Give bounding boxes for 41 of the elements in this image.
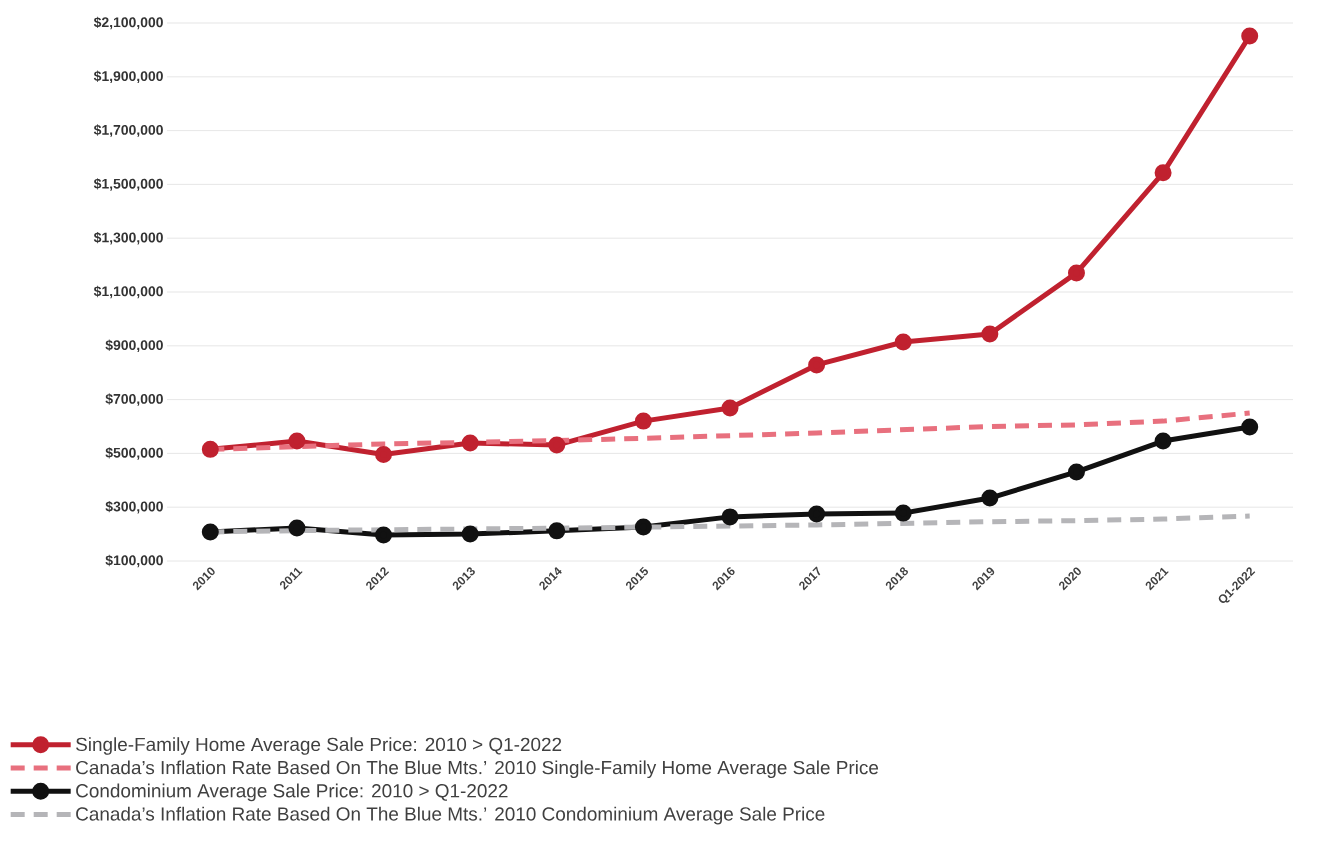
- point: [808, 356, 826, 374]
- point: [981, 325, 999, 343]
- legend-label: Canada’s Inflation Rate Based On The Blue Mts.’ 2010 Single-Family Home Average Sale Price: [76, 760, 879, 779]
- y-tick-label: $2,100,000: [93, 16, 163, 30]
- point: [201, 523, 219, 541]
- y-tick-label: $300,000: [105, 500, 163, 514]
- point: [1067, 264, 1085, 282]
- point: [461, 525, 479, 543]
- point: [1241, 27, 1259, 45]
- y-tick-label: $1,100,000: [93, 285, 163, 299]
- point: [634, 518, 652, 536]
- point: [721, 508, 739, 526]
- point: [1241, 418, 1259, 436]
- point: [201, 440, 219, 458]
- point: [288, 519, 306, 537]
- point: [894, 504, 912, 522]
- point: [375, 445, 393, 463]
- point: [375, 526, 393, 544]
- y-tick-label: $100,000: [105, 554, 163, 568]
- point: [288, 432, 306, 450]
- point: [548, 522, 566, 540]
- y-tick-label: $1,500,000: [93, 178, 163, 191]
- point: [461, 434, 479, 452]
- point: [1154, 432, 1172, 450]
- legend-label: Single-Family Home Average Sale Price: 2010 > Q1-2022: [76, 737, 562, 755]
- point: [548, 436, 566, 454]
- point: [808, 505, 826, 523]
- point: [894, 333, 912, 351]
- point: [634, 412, 652, 430]
- y-tick-label: $1,900,000: [93, 70, 163, 84]
- y-tick-label: $1,300,000: [93, 231, 163, 245]
- point: [981, 489, 999, 507]
- point: [721, 399, 739, 417]
- point: [1067, 463, 1085, 481]
- y-tick-label: $900,000: [105, 339, 163, 353]
- y-tick-label: $1,700,000: [93, 124, 163, 137]
- legend-label: Condominium Average Sale Price: 2010 > Q1-2022: [76, 783, 508, 802]
- point: [1154, 164, 1172, 182]
- y-tick-label: $500,000: [105, 447, 163, 460]
- legend-label: Canada’s Inflation Rate Based On The Blue Mts.’ 2010 Condominium Average Sale Price: [76, 806, 825, 825]
- y-tick-label: $700,000: [105, 393, 163, 406]
